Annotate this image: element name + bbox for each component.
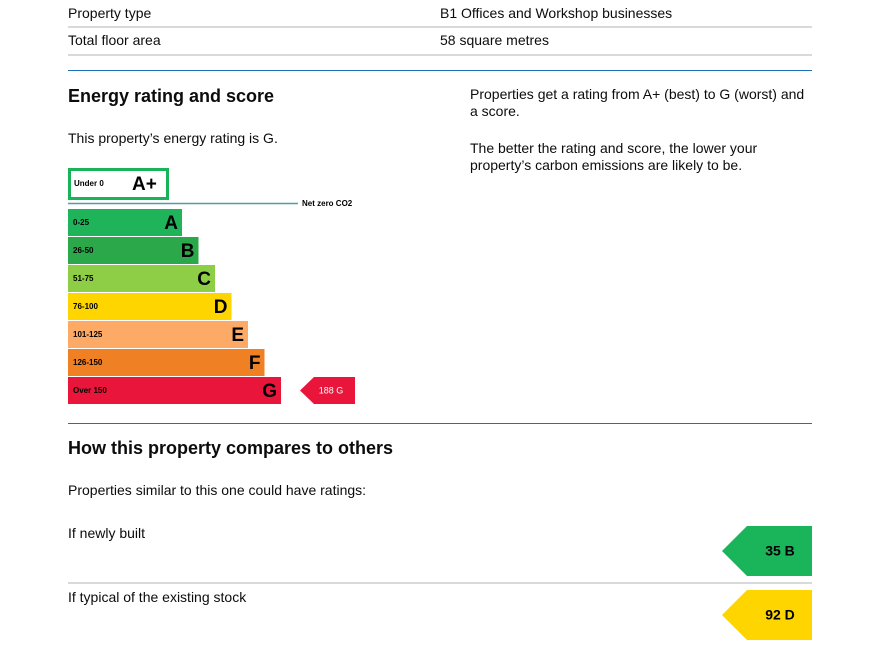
rating-band xyxy=(68,209,182,236)
comparison-arrow xyxy=(722,526,812,576)
rating-statement: This property’s energy rating is G. xyxy=(68,130,278,146)
rating-band xyxy=(68,349,265,376)
band-range: Over 150 xyxy=(73,386,107,395)
band-letter: D xyxy=(214,297,228,318)
band-letter: G xyxy=(262,381,277,402)
current-rating: 188 G xyxy=(319,385,344,395)
row-label: Property type xyxy=(68,5,152,21)
band-letter: E xyxy=(231,325,244,346)
comparison-label: If typical of the existing stock xyxy=(68,589,247,605)
band-range: 51-75 xyxy=(73,274,94,283)
band-range: 26-50 xyxy=(73,246,94,255)
comparison-rating: 92 D xyxy=(765,607,795,623)
section-title: Energy rating and score xyxy=(68,86,275,106)
band-range: 76-100 xyxy=(73,302,98,311)
band-range: 101-125 xyxy=(73,330,103,339)
band-letter: A xyxy=(164,213,178,234)
row-value: 58 square metres xyxy=(440,32,549,48)
band-letter: F xyxy=(249,353,261,374)
section-title: How this property compares to others xyxy=(68,438,394,458)
info-paragraph: Properties get a rating from A+ (best) t… xyxy=(470,86,805,119)
rating-band-a-plus xyxy=(68,168,169,200)
rating-band xyxy=(68,377,281,404)
comparison-intro: Properties similar to this one could hav… xyxy=(68,482,367,498)
current-rating-arrow xyxy=(300,377,355,404)
rating-band xyxy=(68,321,248,348)
comparison-arrow xyxy=(722,590,812,640)
band-letter: C xyxy=(197,269,211,290)
band-range: 0-25 xyxy=(73,218,90,227)
rating-band xyxy=(68,237,199,264)
band-letter: A+ xyxy=(132,174,157,195)
band-range: Under 0 xyxy=(74,179,104,188)
comparison-label: If newly built xyxy=(68,525,146,541)
band-range: 126-150 xyxy=(73,358,103,367)
comparison-rating: 35 B xyxy=(765,543,795,559)
net-zero-label: Net zero CO2 xyxy=(302,199,353,208)
info-paragraph: The better the rating and score, the low… xyxy=(470,140,758,173)
rating-band xyxy=(68,265,215,292)
row-value: B1 Offices and Workshop businesses xyxy=(440,5,673,21)
rating-band xyxy=(68,293,232,320)
band-letter: B xyxy=(181,241,195,262)
row-label: Total floor area xyxy=(68,32,161,48)
